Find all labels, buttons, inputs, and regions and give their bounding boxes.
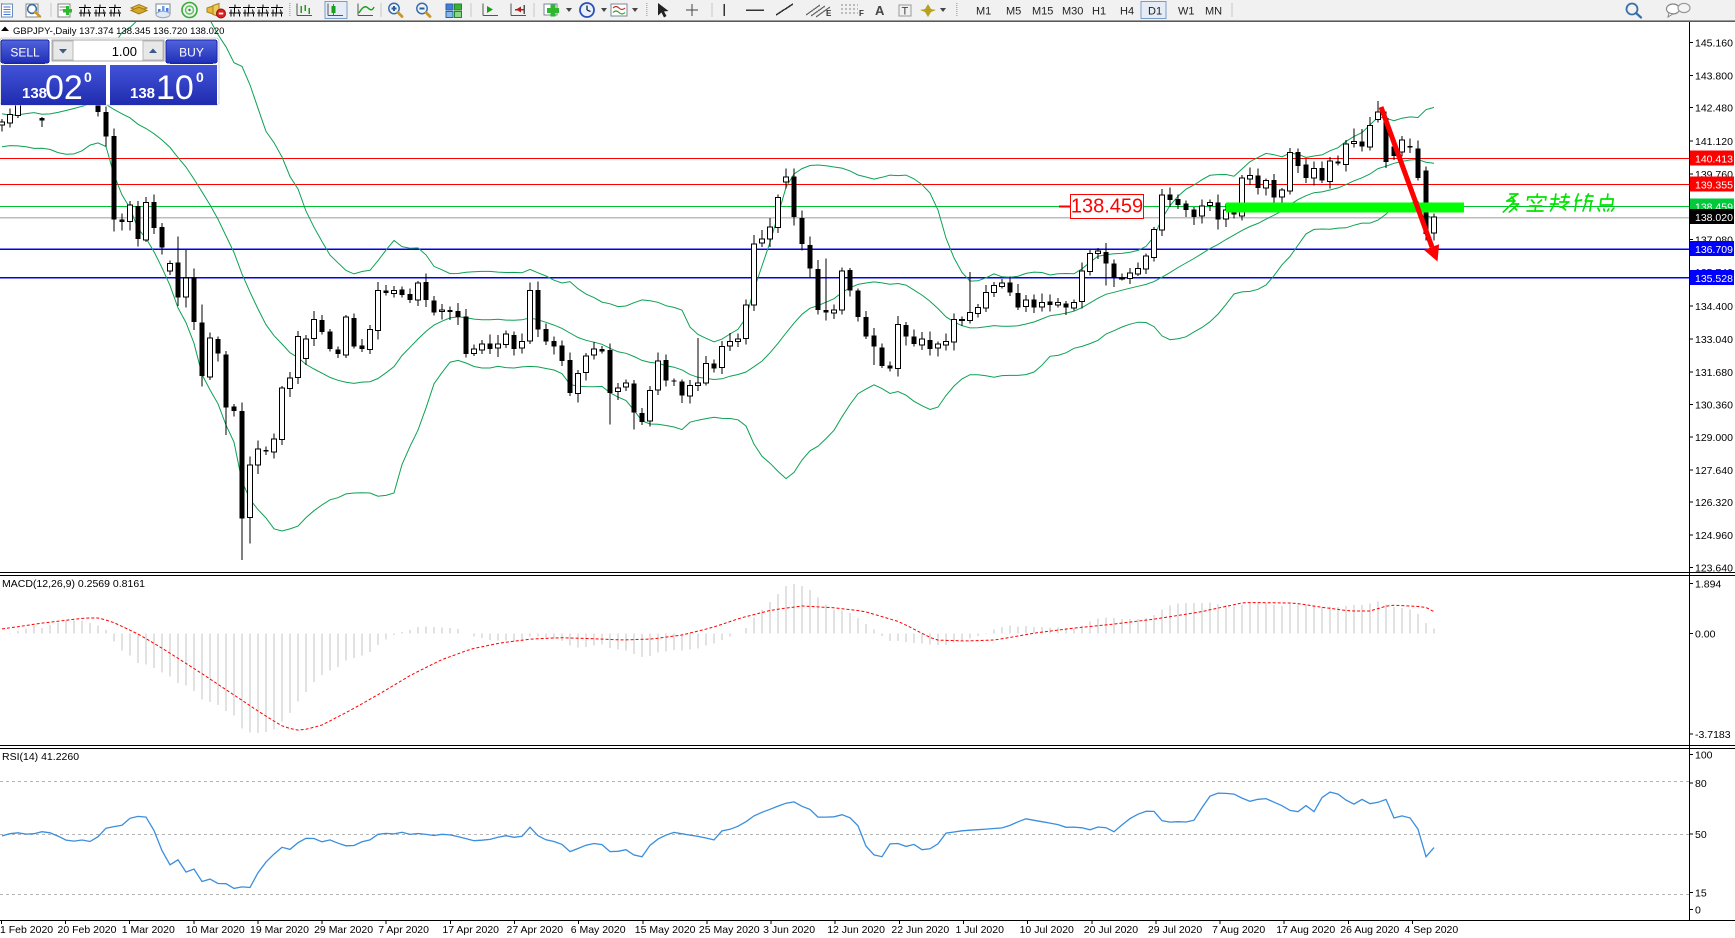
svg-text:10 Jul 2020: 10 Jul 2020	[1020, 924, 1074, 936]
svg-text:M5: M5	[1006, 6, 1021, 18]
svg-text:02: 02	[45, 69, 83, 107]
svg-text:138.459: 138.459	[1071, 196, 1143, 218]
svg-text:7 Apr 2020: 7 Apr 2020	[378, 924, 429, 936]
svg-text:1 Mar 2020: 1 Mar 2020	[122, 924, 175, 936]
svg-text:10 Mar 2020: 10 Mar 2020	[186, 924, 245, 936]
svg-text:F: F	[859, 9, 864, 18]
svg-text:138: 138	[22, 85, 47, 102]
svg-text:50: 50	[1695, 829, 1707, 841]
svg-text:135.528: 135.528	[1695, 273, 1733, 285]
svg-text:130.360: 130.360	[1695, 400, 1733, 412]
svg-text:133.040: 133.040	[1695, 334, 1733, 346]
svg-text:10: 10	[156, 69, 194, 107]
svg-text:H4: H4	[1120, 6, 1134, 18]
svg-text:138.020: 138.020	[1695, 212, 1733, 224]
svg-text:145.160: 145.160	[1695, 37, 1733, 49]
svg-text:M30: M30	[1062, 6, 1083, 18]
svg-text:20 Jul 2020: 20 Jul 2020	[1084, 924, 1138, 936]
svg-text:100: 100	[1695, 749, 1713, 761]
svg-text:29 Jul 2020: 29 Jul 2020	[1148, 924, 1202, 936]
svg-text:19 Mar 2020: 19 Mar 2020	[250, 924, 309, 936]
svg-text:0: 0	[84, 69, 92, 85]
svg-text:7 Aug 2020: 7 Aug 2020	[1212, 924, 1265, 936]
svg-text:143.800: 143.800	[1695, 71, 1733, 83]
svg-text:140.413: 140.413	[1695, 154, 1733, 166]
svg-text:3 Jun 2020: 3 Jun 2020	[763, 924, 815, 936]
svg-text:12 Jun 2020: 12 Jun 2020	[827, 924, 885, 936]
svg-text:T: T	[902, 6, 909, 18]
svg-text:E: E	[826, 9, 832, 18]
svg-text:1.894: 1.894	[1695, 578, 1721, 590]
svg-text:29 Mar 2020: 29 Mar 2020	[314, 924, 373, 936]
svg-text:126.320: 126.320	[1695, 497, 1733, 509]
svg-text:124.960: 124.960	[1695, 530, 1733, 542]
svg-text:1.00: 1.00	[112, 44, 137, 59]
svg-text:20 Feb 2020: 20 Feb 2020	[58, 924, 117, 936]
svg-text:15: 15	[1695, 888, 1707, 900]
svg-text:26 Aug 2020: 26 Aug 2020	[1340, 924, 1399, 936]
svg-text:-3.7183: -3.7183	[1695, 729, 1731, 741]
svg-text:H1: H1	[1092, 6, 1106, 18]
svg-text:22 Jun 2020: 22 Jun 2020	[891, 924, 949, 936]
svg-text:RSI(14) 41.2260: RSI(14) 41.2260	[2, 751, 79, 763]
svg-text:W1: W1	[1178, 6, 1195, 18]
svg-text:GBPJPY-,Daily 137.374 138.345: GBPJPY-,Daily 137.374 138.345 136.720 13…	[13, 26, 224, 37]
svg-text:A: A	[875, 3, 885, 18]
svg-text:127.640: 127.640	[1695, 465, 1733, 477]
svg-text:1 Jul 2020: 1 Jul 2020	[956, 924, 1005, 936]
svg-text:M15: M15	[1032, 6, 1053, 18]
svg-text:SELL: SELL	[10, 46, 40, 60]
svg-text:142.480: 142.480	[1695, 103, 1733, 115]
svg-text:MN: MN	[1205, 6, 1222, 18]
svg-text:139.355: 139.355	[1695, 180, 1733, 192]
svg-text:80: 80	[1695, 778, 1707, 790]
svg-text:4 Sep 2020: 4 Sep 2020	[1405, 924, 1459, 936]
svg-text:0: 0	[196, 69, 204, 85]
svg-text:129.000: 129.000	[1695, 432, 1733, 444]
svg-text:123.640: 123.640	[1695, 563, 1733, 575]
svg-text:131.680: 131.680	[1695, 367, 1733, 379]
svg-text:27 Apr 2020: 27 Apr 2020	[507, 924, 564, 936]
svg-text:15 May 2020: 15 May 2020	[635, 924, 696, 936]
svg-text:0.00: 0.00	[1695, 628, 1716, 640]
svg-text:D1: D1	[1148, 6, 1162, 18]
svg-text:134.400: 134.400	[1695, 301, 1733, 313]
svg-text:1 Feb 2020: 1 Feb 2020	[0, 924, 53, 936]
svg-text:17 Aug 2020: 17 Aug 2020	[1276, 924, 1335, 936]
svg-text:136.709: 136.709	[1695, 244, 1733, 256]
svg-text:M1: M1	[976, 6, 991, 18]
svg-text:6 May 2020: 6 May 2020	[571, 924, 626, 936]
svg-text:25 May 2020: 25 May 2020	[699, 924, 760, 936]
svg-text:17 Apr 2020: 17 Apr 2020	[442, 924, 499, 936]
svg-text:0: 0	[1695, 905, 1701, 917]
svg-text:138: 138	[130, 85, 155, 102]
svg-text:BUY: BUY	[179, 46, 204, 60]
svg-text:MACD(12,26,9) 0.2569 0.8161: MACD(12,26,9) 0.2569 0.8161	[2, 578, 145, 590]
svg-text:141.120: 141.120	[1695, 136, 1733, 148]
